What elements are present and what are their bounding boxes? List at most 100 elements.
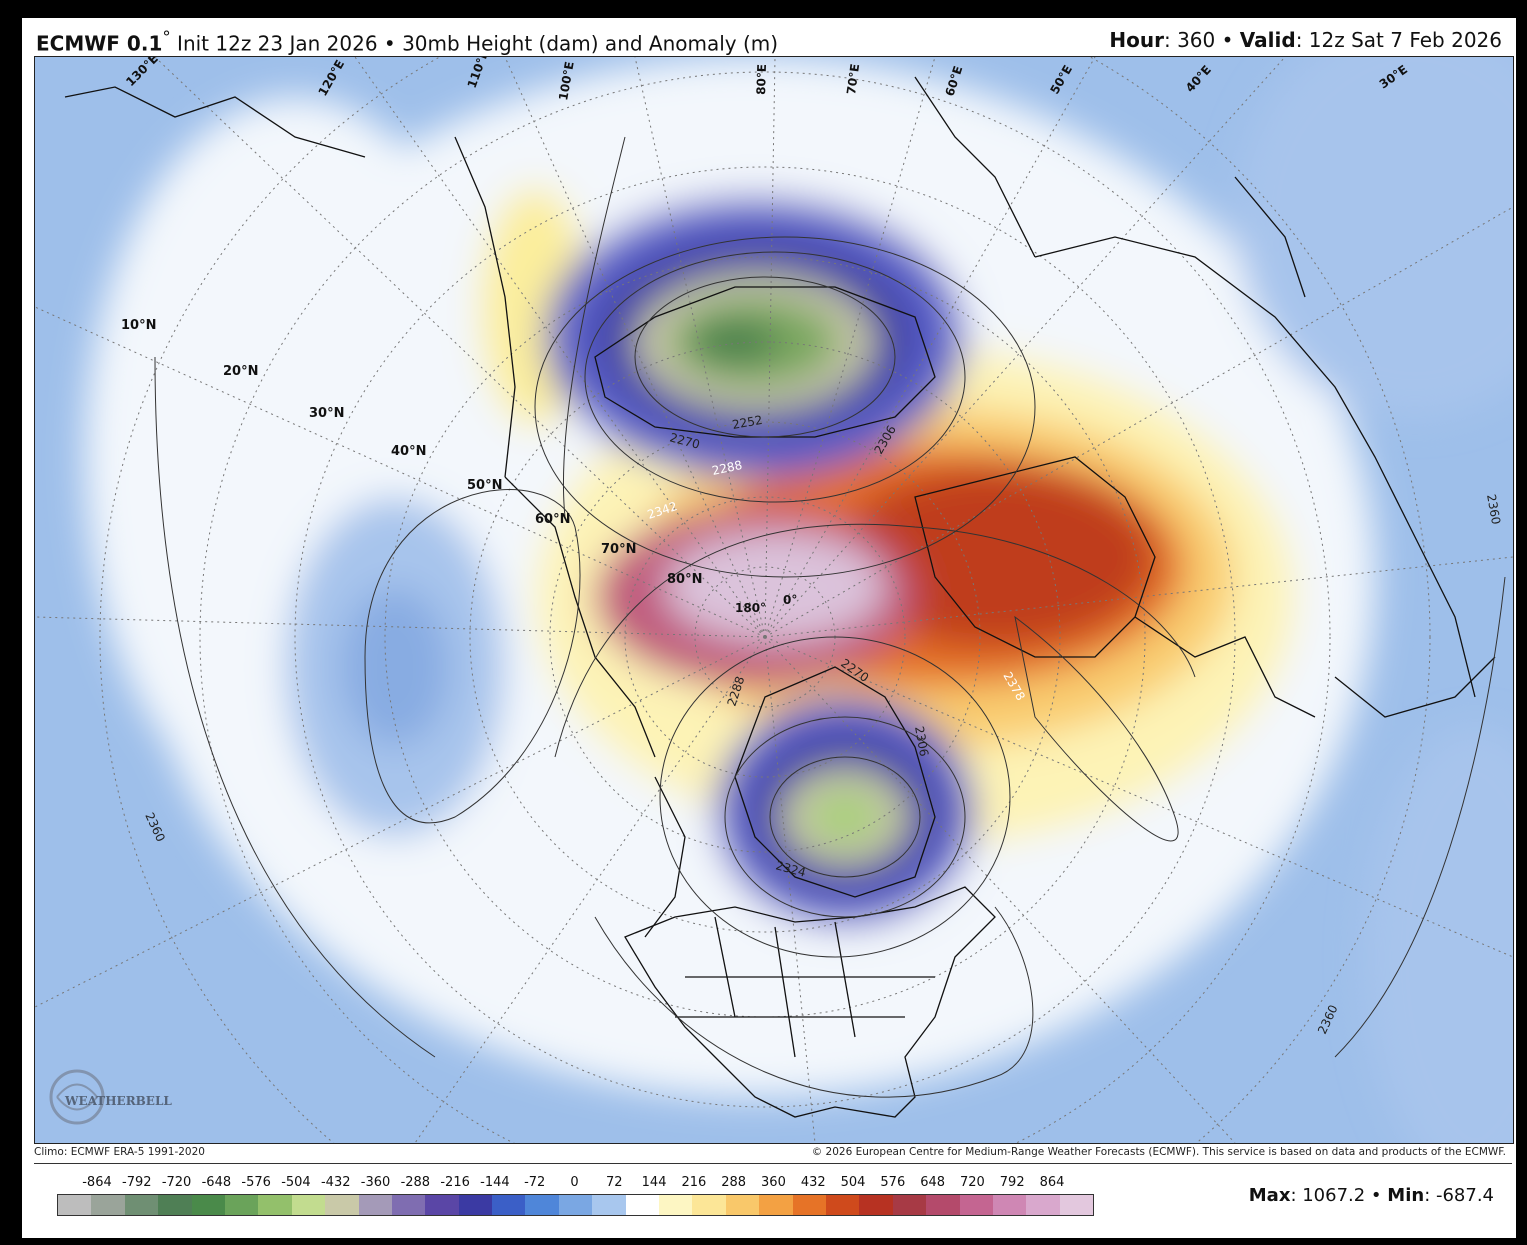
legend-swatch: [1026, 1195, 1060, 1215]
legend-swatch: [825, 1195, 860, 1215]
map-svg: 2252 2270 2288 2342 2270 2288 2306 2324 …: [35, 57, 1513, 1143]
legend-swatch: [759, 1195, 793, 1215]
contour-label: 2306: [912, 725, 931, 758]
legend-tick-label: -216: [440, 1175, 470, 1190]
lat-label: 80°N: [667, 572, 702, 587]
legend-swatch: [91, 1195, 125, 1215]
contour-label: 2360: [1484, 493, 1503, 526]
polar-map: 2252 2270 2288 2342 2270 2288 2306 2324 …: [34, 56, 1514, 1144]
init-text: Init 12z 23 Jan 2026 • 30mb Height (dam)…: [170, 31, 779, 56]
legend-swatch: [659, 1195, 693, 1215]
latitude-labels: 10°N 20°N 30°N 40°N 50°N 60°N 70°N 80°N: [121, 318, 702, 587]
legend-swatch: [926, 1195, 960, 1215]
legend-tick-label: -144: [480, 1175, 510, 1190]
legend-swatch: [792, 1195, 826, 1215]
legend-swatch: [258, 1195, 292, 1215]
legend-swatch: [291, 1195, 326, 1215]
lat-label: 20°N: [223, 364, 258, 379]
legend-tick-label: -864: [82, 1175, 112, 1190]
lat-label: 40°N: [391, 444, 426, 459]
legend-tick-label: 864: [1039, 1175, 1065, 1190]
legend-tick-label: -288: [400, 1175, 431, 1190]
lon-label: 80°E: [754, 64, 769, 95]
anomaly-field: [85, 57, 1513, 1143]
degree-symbol: °: [162, 28, 171, 47]
lon-label: 70°E: [844, 63, 862, 96]
legend-swatch: [592, 1195, 626, 1215]
legend-tick-label: -72: [524, 1175, 546, 1190]
legend-separator: [34, 1163, 1512, 1164]
hour-label: Hour: [1109, 28, 1164, 52]
legend-swatch: [959, 1195, 993, 1215]
legend-swatch: [325, 1195, 359, 1215]
legend-tick-label: 0: [570, 1175, 579, 1190]
min-value: : -687.4: [1424, 1185, 1494, 1206]
legend-swatch: [224, 1195, 259, 1215]
legend-tick-label: 720: [959, 1175, 985, 1190]
coastlines: [64, 76, 1496, 1118]
lon-label: 180°: [735, 601, 766, 615]
legend-swatch: [358, 1195, 392, 1215]
legend-tick-label: 432: [800, 1175, 826, 1190]
lon-label: 0°: [783, 593, 797, 607]
contour-label: 2252: [731, 413, 764, 432]
hour-value: : 360 •: [1163, 28, 1240, 52]
max-value: : 1067.2 •: [1290, 1185, 1388, 1206]
legend-tick-label: 648: [920, 1175, 946, 1190]
legend-tick-label: -648: [201, 1175, 232, 1190]
lon-label: 100°E: [556, 60, 577, 101]
legend-swatch: [625, 1195, 660, 1215]
legend-tick-label: 216: [681, 1175, 707, 1190]
lat-label: 30°N: [309, 406, 344, 421]
legend-tick-label: -360: [360, 1175, 391, 1190]
model-name: ECMWF 0.1: [36, 31, 163, 56]
legend-tick-label: -432: [320, 1175, 351, 1190]
graticule: [35, 57, 1513, 1143]
legend-tick-label: 72: [606, 1175, 623, 1190]
legend-tick-label: -720: [161, 1175, 192, 1190]
legend-tick-label: -504: [281, 1175, 311, 1190]
legend-swatch: [492, 1195, 526, 1215]
legend-swatch: [391, 1195, 426, 1215]
climo-note: Climo: ECMWF ERA-5 1991-2020: [34, 1146, 205, 1158]
height-contours: [154, 136, 1506, 1098]
chart-header: ECMWF 0.1° Init 12z 23 Jan 2026 • 30mb H…: [36, 26, 1502, 56]
legend-swatch: [692, 1195, 726, 1215]
legend-swatch: [458, 1195, 493, 1215]
valid-value: : 12z Sat 7 Feb 2026: [1295, 28, 1502, 52]
legend-swatch: [992, 1195, 1027, 1215]
copyright-note: © 2026 European Centre for Medium-Range …: [811, 1146, 1506, 1158]
legend-tick-label: -576: [241, 1175, 271, 1190]
weatherbell-logo: WEATHERBELL: [49, 1069, 172, 1125]
legend-tick-label: 576: [880, 1175, 906, 1190]
lat-label: 10°N: [121, 318, 156, 333]
max-min-readout: Max: 1067.2 • Min: -687.4: [1249, 1185, 1494, 1206]
legend-swatch: [191, 1195, 225, 1215]
legend-swatch: [558, 1195, 593, 1215]
lat-label: 50°N: [467, 478, 502, 493]
legend-swatch: [525, 1195, 559, 1215]
legend-swatch: [58, 1195, 92, 1215]
legend-tick-label: 504: [840, 1175, 866, 1190]
chart-title: ECMWF 0.1° Init 12z 23 Jan 2026 • 30mb H…: [36, 28, 778, 56]
legend-tick-label: -792: [122, 1175, 152, 1190]
legend-swatch: [124, 1195, 159, 1215]
contour-label: 2288: [711, 458, 744, 478]
legend-tick-label: 144: [641, 1175, 667, 1190]
legend-swatch: [859, 1195, 893, 1215]
min-label: Min: [1387, 1185, 1425, 1206]
max-label: Max: [1248, 1185, 1291, 1206]
legend-colorbar: [57, 1194, 1094, 1216]
legend-swatch: [1059, 1195, 1094, 1215]
legend-swatch: [158, 1195, 192, 1215]
logo-text: WEATHERBELL: [64, 1094, 172, 1108]
lat-label: 70°N: [601, 542, 636, 557]
legend-tick-label: 360: [761, 1175, 786, 1190]
legend-tick-label: 288: [721, 1175, 747, 1190]
legend-tick-label: 792: [999, 1175, 1025, 1190]
legend-swatch: [425, 1195, 459, 1215]
legend-swatch: [725, 1195, 760, 1215]
legend-swatch: [892, 1195, 927, 1215]
legend-labels: -864 -792 -720 -648 -576 -504 -432 -360 -288 -216…: [57, 1175, 1092, 1191]
valid-time: Hour: 360 • Valid: 12z Sat 7 Feb 2026: [1109, 28, 1502, 52]
